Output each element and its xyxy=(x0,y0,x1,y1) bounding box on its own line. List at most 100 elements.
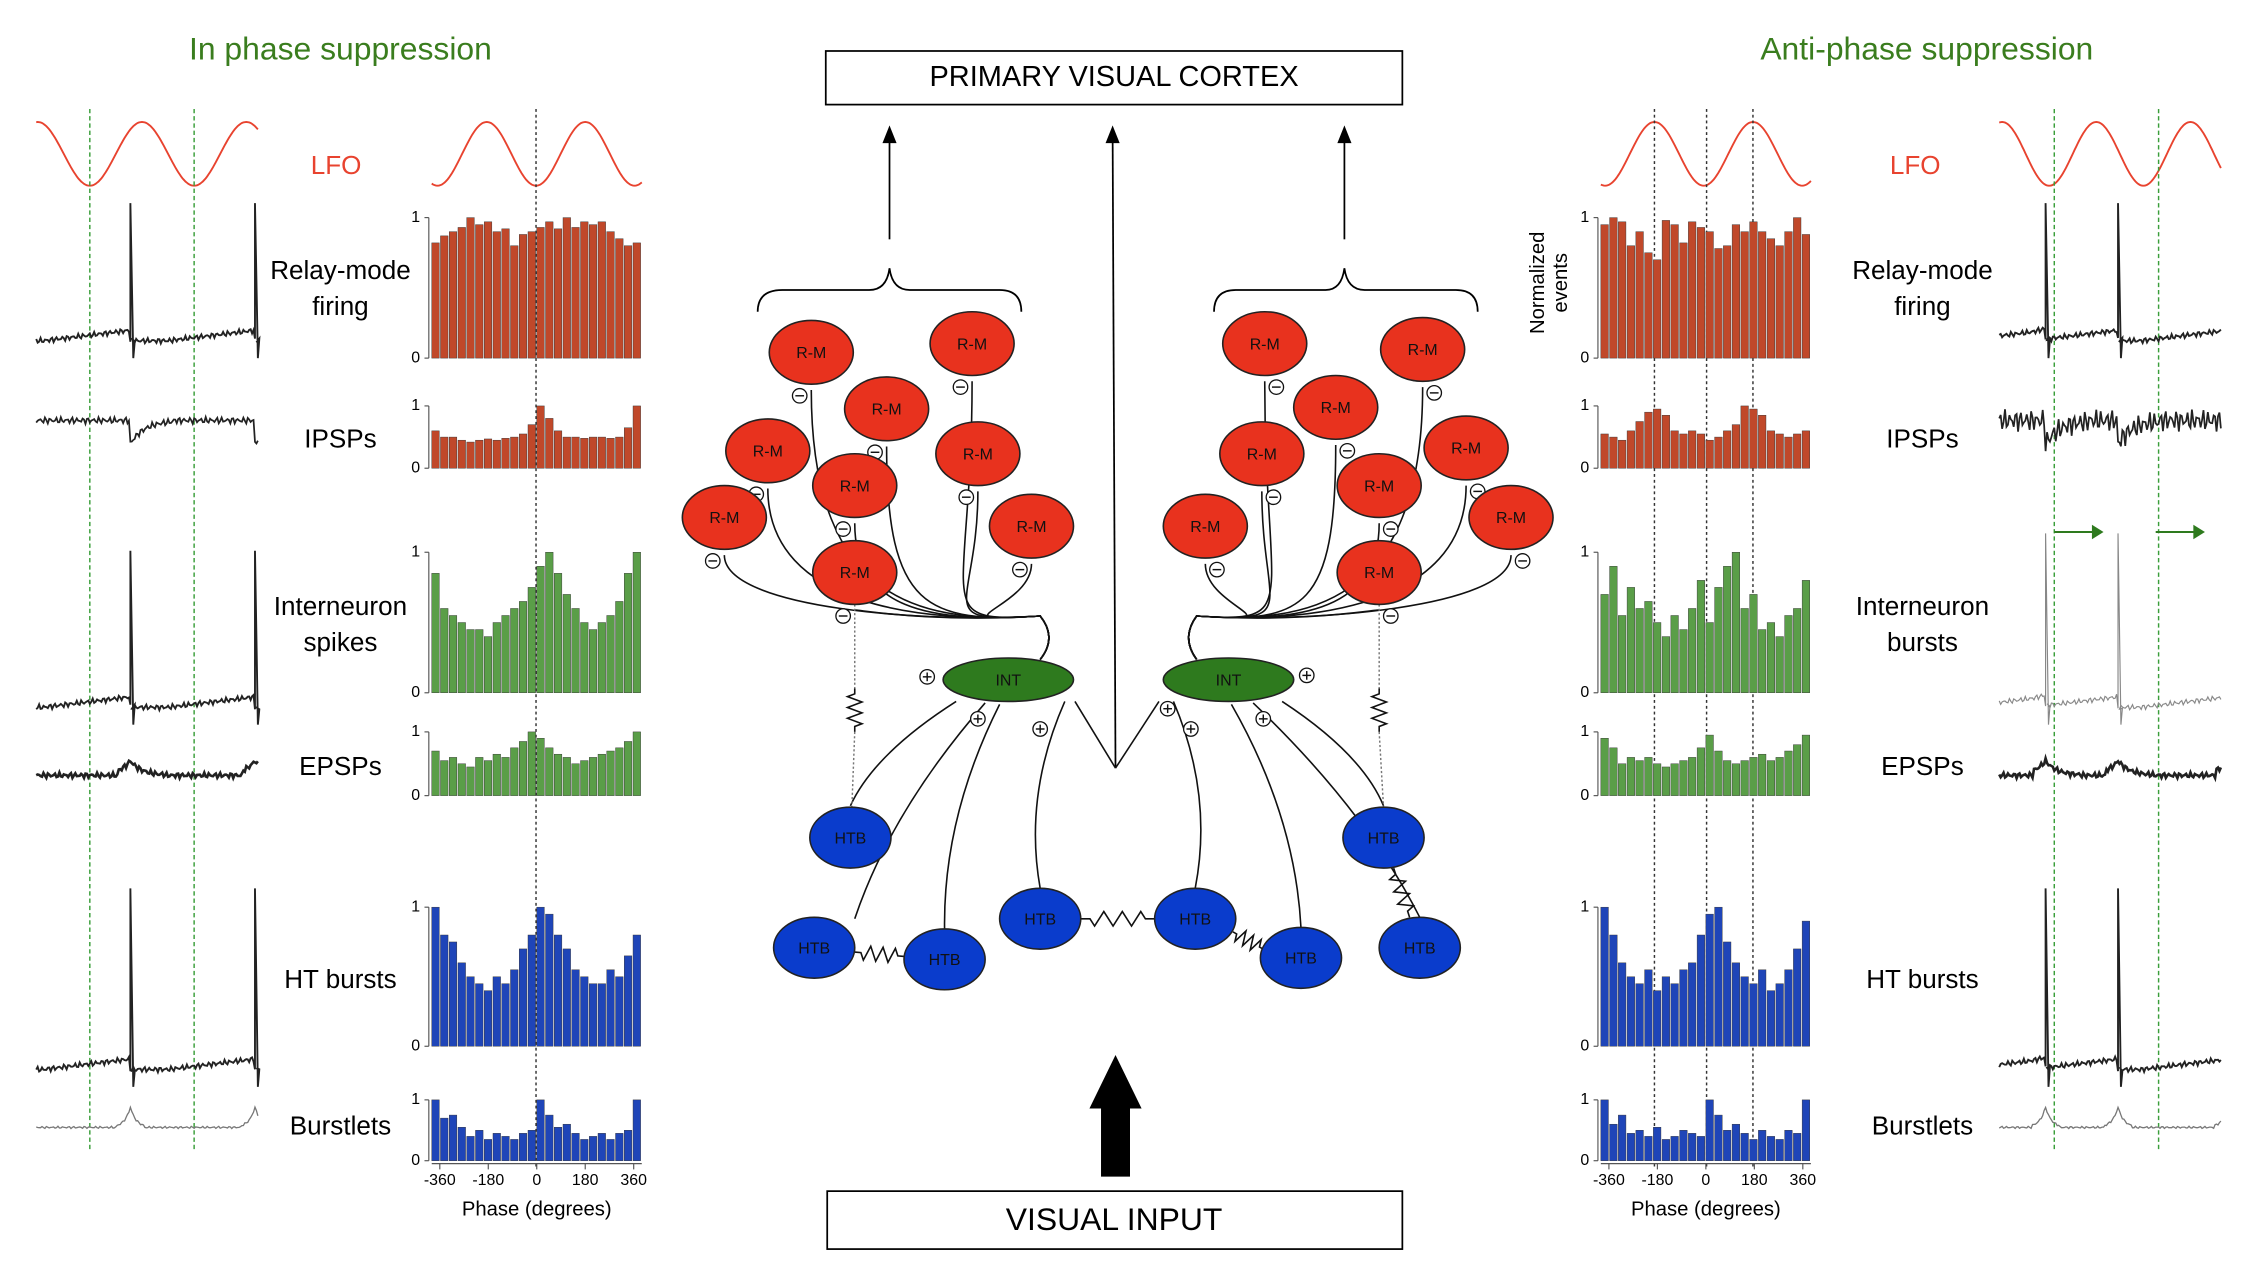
histogram-bar xyxy=(1775,245,1784,359)
histogram-bar xyxy=(1696,227,1705,359)
histogram-bar xyxy=(597,983,606,1047)
y-tick-label: 0 xyxy=(1580,684,1589,701)
histogram-bar xyxy=(1679,1130,1688,1161)
histogram-bar xyxy=(1793,433,1802,469)
histogram-bar xyxy=(431,242,440,359)
y-tick-label: 1 xyxy=(1580,898,1589,915)
bottom-box xyxy=(826,1190,1404,1250)
histogram-bar xyxy=(1696,580,1705,693)
histogram-bar xyxy=(606,750,615,796)
histogram-bar xyxy=(1784,436,1793,469)
histogram-bar xyxy=(1679,629,1688,693)
histogram-bar xyxy=(1723,941,1732,1047)
histogram-bar xyxy=(1670,224,1679,359)
neuron-label: R-M xyxy=(963,446,993,463)
row-label: IPSPs xyxy=(1886,424,1958,454)
histogram-bar xyxy=(1670,1136,1679,1161)
histogram-bar xyxy=(484,990,493,1047)
x-tick-label: 0 xyxy=(532,1172,541,1189)
histogram-bar xyxy=(1653,259,1662,359)
histogram-bar xyxy=(1793,217,1802,359)
neuron-label: HTB xyxy=(834,830,866,847)
histogram-bar xyxy=(589,436,598,469)
y-axis-label: Normalized events xyxy=(1527,232,1572,334)
neuron xyxy=(811,452,898,519)
voltage-trace xyxy=(1998,409,2222,452)
histogram-bar xyxy=(466,976,475,1047)
histogram-bar xyxy=(1635,231,1644,359)
histogram-bar xyxy=(1626,976,1635,1047)
histogram-bar xyxy=(545,747,554,796)
histogram-bar xyxy=(1723,566,1732,693)
histogram-bar xyxy=(571,608,580,693)
histogram-bar xyxy=(1723,245,1732,359)
histogram-bar xyxy=(597,221,606,359)
neuron xyxy=(811,539,898,606)
y-tick-label: 0 xyxy=(1580,459,1589,476)
voltage-trace xyxy=(1998,203,2222,359)
histogram-bar xyxy=(457,227,466,359)
connection xyxy=(1232,928,1264,953)
bottom-label: VISUAL INPUT xyxy=(1006,1201,1223,1237)
voltage-trace xyxy=(35,1105,259,1130)
histogram-bar xyxy=(624,741,633,796)
histogram-bar xyxy=(484,760,493,796)
histogram-bar xyxy=(519,601,528,693)
histogram-bar xyxy=(1784,615,1793,693)
histogram-bar xyxy=(457,622,466,693)
histogram-bar xyxy=(606,1139,615,1161)
histogram-bar xyxy=(431,906,440,1047)
histogram-bar xyxy=(1609,934,1618,1047)
x-tick-label: -180 xyxy=(1641,1172,1673,1189)
histogram-bar xyxy=(1626,1133,1635,1161)
neuron xyxy=(1292,374,1379,441)
histogram-bar xyxy=(562,948,571,1047)
histogram-bar xyxy=(1635,608,1644,693)
histogram-bar xyxy=(1618,439,1627,469)
histogram-bar xyxy=(554,430,563,469)
y-tick-label: 0 xyxy=(411,349,420,366)
histogram-bar xyxy=(554,753,563,796)
histogram-bar xyxy=(1626,587,1635,693)
row-label: firing xyxy=(1894,291,1951,321)
panel-title: Anti-phase suppression xyxy=(1760,30,2093,66)
histogram-bar xyxy=(1740,760,1749,796)
x-tick-label: 0 xyxy=(1701,1172,1710,1189)
histogram-bar xyxy=(431,573,440,693)
histogram-bar xyxy=(632,552,641,693)
histogram-bar xyxy=(545,1114,554,1161)
histogram-bar xyxy=(1740,231,1749,359)
histogram-bar xyxy=(1740,1133,1749,1161)
histogram-bar xyxy=(510,436,519,469)
row-label: IPSPs xyxy=(304,424,376,454)
y-tick-label: 1 xyxy=(1580,209,1589,226)
y-tick-label: 1 xyxy=(1580,1091,1589,1108)
histogram-bar xyxy=(1696,747,1705,796)
histogram-bar xyxy=(1801,430,1810,469)
histogram-bar xyxy=(466,766,475,796)
neuron-label: HTB xyxy=(1179,911,1211,928)
connection xyxy=(1187,609,1380,660)
histogram-bar xyxy=(1801,234,1810,359)
histogram-bar xyxy=(589,629,598,693)
connection xyxy=(943,704,1001,929)
lfo-wave xyxy=(36,121,259,187)
histogram-bar xyxy=(492,622,501,693)
histogram-bar xyxy=(1705,622,1714,693)
histogram-bar xyxy=(1618,221,1627,359)
histogram-bar xyxy=(580,760,589,796)
y-tick-label: 1 xyxy=(411,397,420,414)
neuron-label: HTB xyxy=(1404,940,1436,957)
neuron xyxy=(1379,316,1466,383)
histogram-bar xyxy=(501,438,510,469)
histogram-bar xyxy=(1749,408,1758,469)
histogram-bar xyxy=(1653,990,1662,1047)
x-tick-label: -360 xyxy=(424,1172,456,1189)
histogram-bar xyxy=(1600,906,1609,1047)
histogram-bar xyxy=(1705,439,1714,469)
connection xyxy=(1252,702,1421,918)
row-label: bursts xyxy=(1887,627,1958,657)
connection xyxy=(1281,700,1385,807)
histogram-bar xyxy=(492,439,501,469)
histogram-bar xyxy=(606,969,615,1047)
